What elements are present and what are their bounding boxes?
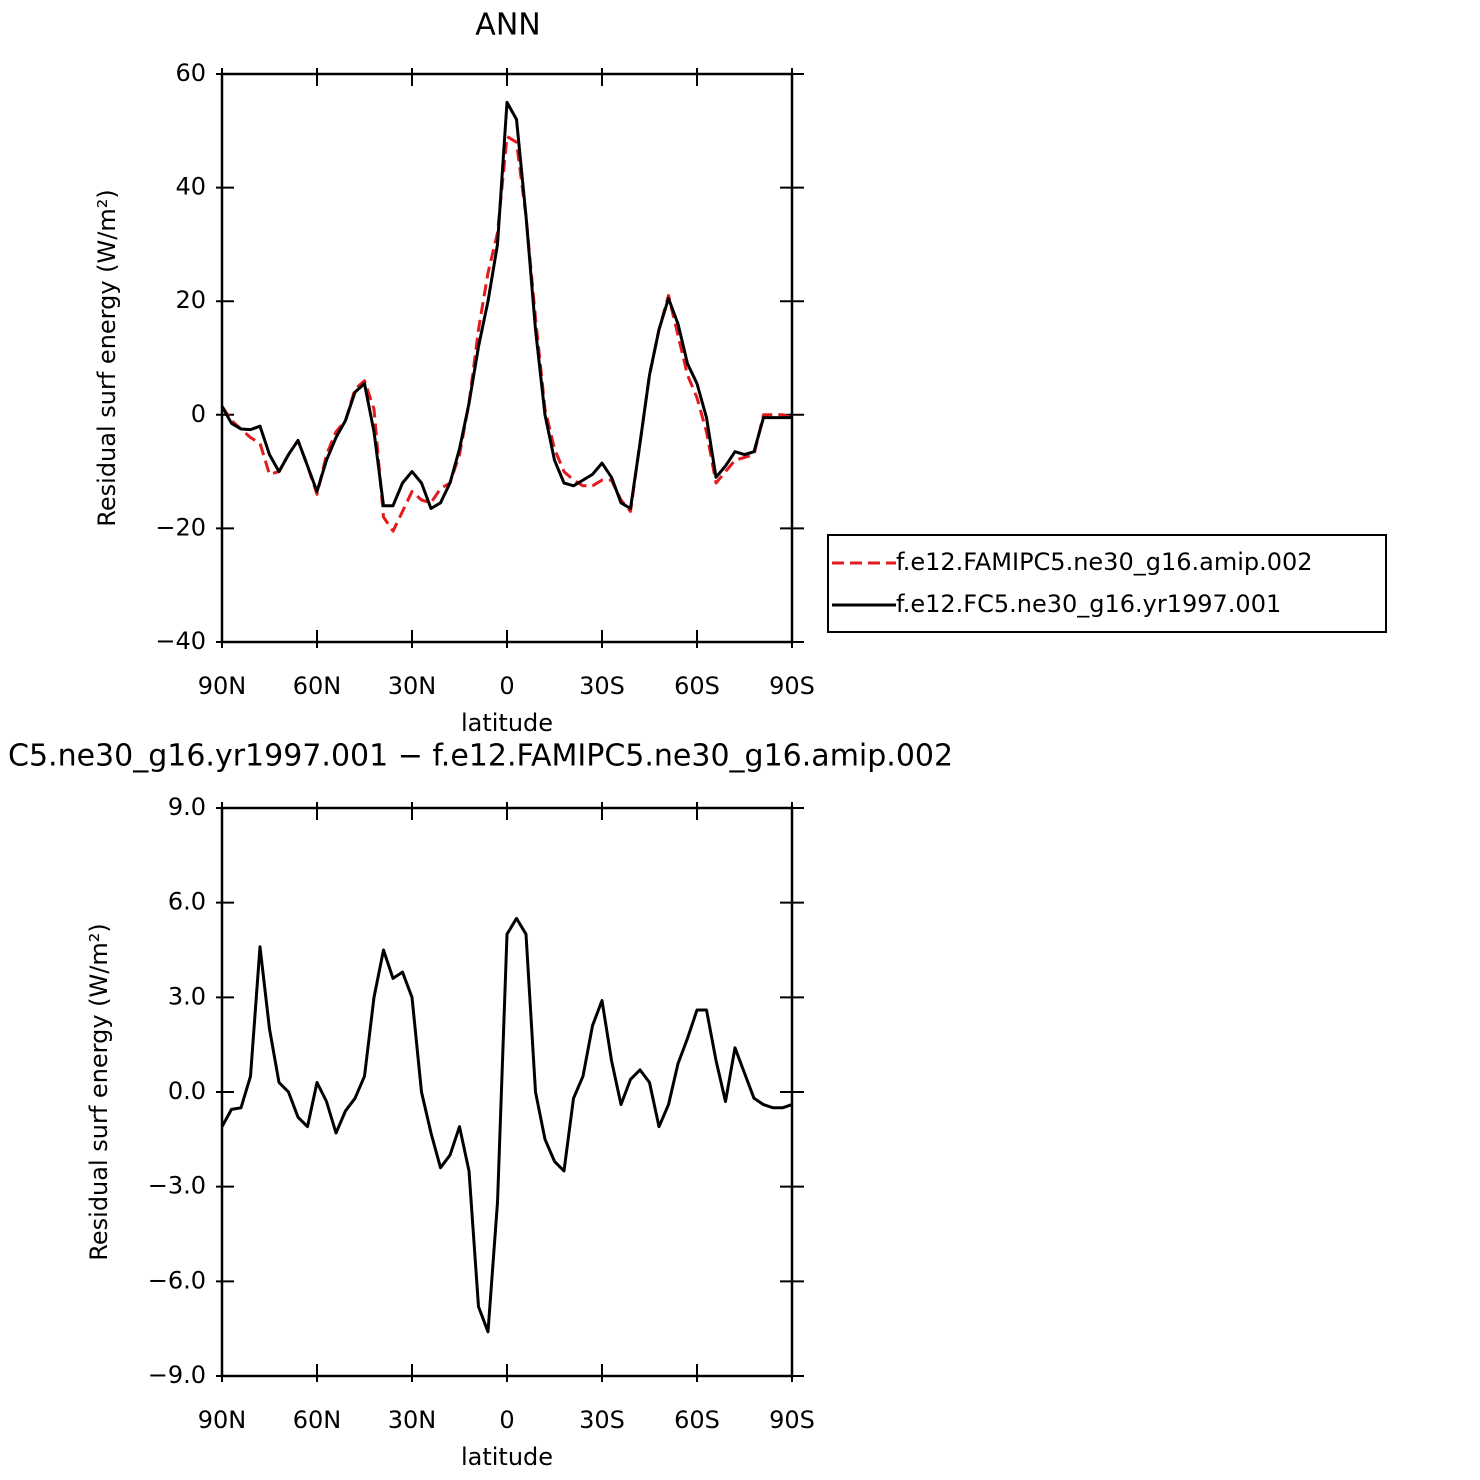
- x-axis-label: latitude: [461, 709, 553, 737]
- x-tick-label: 90N: [198, 672, 247, 700]
- x-tick-label: 30S: [579, 1406, 625, 1434]
- data-line: [220, 135, 793, 533]
- legend-label: f.e12.FC5.ne30_g16.yr1997.001: [896, 590, 1281, 618]
- plot-frame: [220, 806, 794, 1378]
- y-tick-label: 3.0: [168, 982, 206, 1010]
- legend-label: f.e12.FAMIPC5.ne30_g16.amip.002: [896, 548, 1313, 576]
- x-tick-label: 0: [499, 1406, 514, 1434]
- x-tick-label: 30N: [388, 672, 437, 700]
- data-line: [220, 100, 792, 510]
- chart-title: C5.ne30_g16.yr1997.001 − f.e12.FAMIPC5.n…: [8, 739, 953, 774]
- x-tick-label: 0: [499, 672, 514, 700]
- y-tick-label: −6.0: [148, 1266, 206, 1294]
- x-axis-label: latitude: [461, 1443, 553, 1471]
- y-tick-label: 9.0: [168, 793, 206, 821]
- x-tick-label: 60N: [293, 1406, 342, 1434]
- x-tick-label: 30N: [388, 1406, 437, 1434]
- y-tick-label: −9.0: [148, 1361, 206, 1389]
- y-tick-label: −20: [155, 513, 206, 541]
- y-tick-label: 60: [175, 59, 206, 87]
- y-axis-label: Residual surf energy (W/m²): [85, 923, 113, 1260]
- legend-box: [827, 534, 1387, 633]
- y-tick-label: 0: [191, 400, 206, 428]
- x-tick-label: 60S: [674, 672, 720, 700]
- x-tick-label: 30S: [579, 672, 625, 700]
- y-tick-label: −40: [155, 627, 206, 655]
- plot-frame: [220, 72, 794, 644]
- x-tick-label: 60N: [293, 672, 342, 700]
- x-tick-label: 90N: [198, 1406, 247, 1434]
- y-tick-label: 40: [175, 173, 206, 201]
- y-axis-label: Residual surf energy (W/m²): [93, 189, 121, 526]
- x-tick-label: 90S: [769, 672, 815, 700]
- x-tick-label: 90S: [769, 1406, 815, 1434]
- data-line: [220, 916, 793, 1334]
- y-tick-label: 20: [175, 286, 206, 314]
- y-tick-label: 6.0: [168, 888, 206, 916]
- chart-title: ANN: [475, 8, 540, 43]
- y-tick-label: 0.0: [168, 1077, 206, 1105]
- x-tick-label: 60S: [674, 1406, 720, 1434]
- y-tick-label: −3.0: [148, 1172, 206, 1200]
